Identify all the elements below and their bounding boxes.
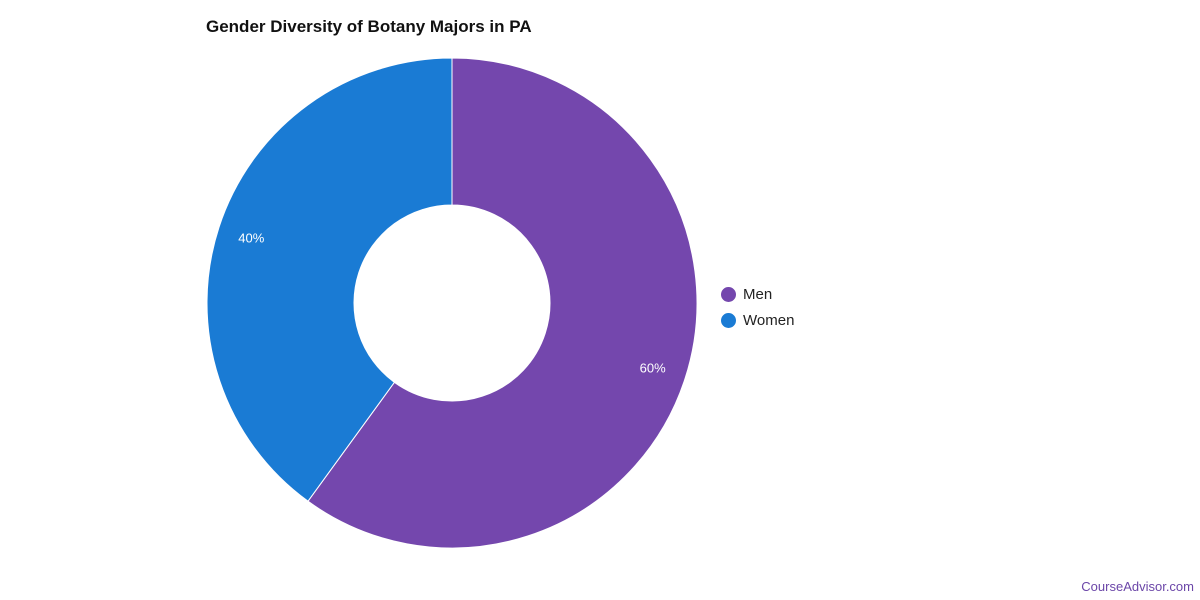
legend-label-men: Men [743,285,773,303]
donut-slice-men[interactable] [307,57,698,549]
legend-item-men[interactable]: Men [721,281,794,307]
legend-swatch-men [721,286,736,302]
chart-title: Gender Diversity of Botany Majors in PA [206,17,532,36]
legend-label-women: Women [743,311,795,329]
chart-legend: Men Women [721,281,794,333]
data-label-women: 40% [238,230,264,245]
donut-labels: 60% 40% [238,230,666,375]
legend-swatch-women [721,312,736,328]
donut-slice-women[interactable] [206,57,453,502]
watermark[interactable]: CourseAdvisor.com [1081,579,1194,594]
data-label-men: 60% [640,361,666,376]
legend-item-women[interactable]: Women [721,307,794,333]
donut-slices [206,57,698,549]
